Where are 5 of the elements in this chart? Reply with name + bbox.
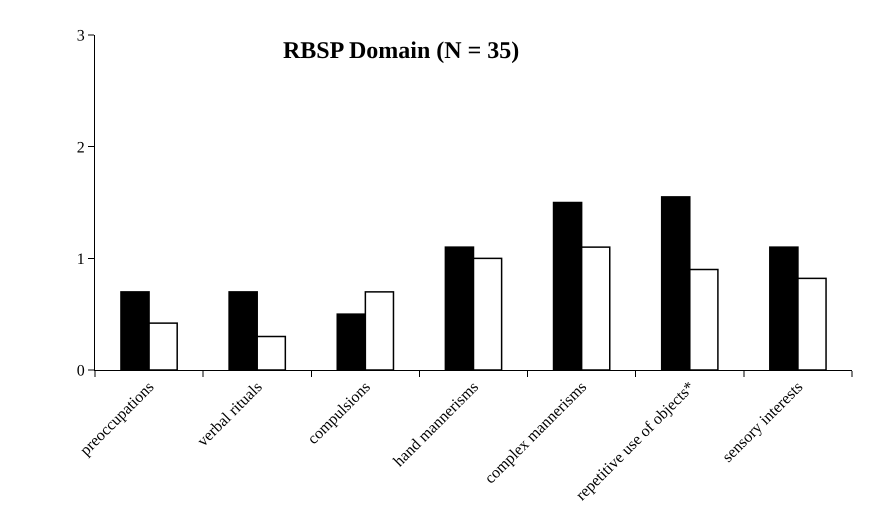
y-tick-label: 3	[76, 28, 85, 45]
y-tick-label: 1	[76, 250, 85, 268]
chart-title: RBSP Domain (N = 35)	[282, 38, 520, 64]
y-tick-label: 0	[76, 362, 85, 380]
y-tick-label: 2	[76, 139, 85, 156]
